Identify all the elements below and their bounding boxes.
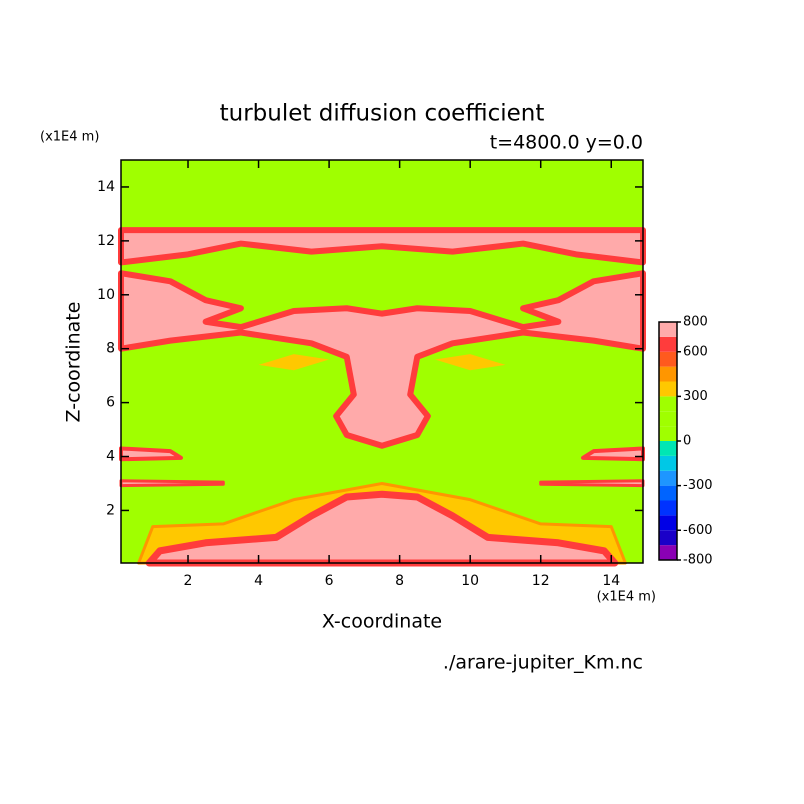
colorbar-box <box>659 366 677 382</box>
x-tick-label: 8 <box>395 573 404 589</box>
colorbar-box <box>659 470 677 486</box>
colorbar-box <box>659 485 677 501</box>
colorbar-box <box>659 515 677 531</box>
x-tick-label: 4 <box>254 573 263 589</box>
colorbar-tick-label: 800 <box>683 315 708 330</box>
contour-region <box>434 354 506 371</box>
colorbar-box <box>659 500 677 516</box>
x-tick-label: 12 <box>532 573 550 589</box>
colorbar-box <box>659 336 677 352</box>
colorbar-tick-label: -600 <box>683 523 713 538</box>
colorbar-box <box>659 545 677 560</box>
contour-region <box>258 354 330 371</box>
x-unit: (x1E4 m) <box>597 590 656 605</box>
source-label: ./arare-jupiter_Km.nc <box>443 652 643 674</box>
y-tick-label: 10 <box>97 287 115 303</box>
y-tick-label: 8 <box>106 341 115 357</box>
colorbar-tick-label: 0 <box>683 434 691 449</box>
x-tick-label: 14 <box>602 573 620 589</box>
contour-region <box>119 479 225 488</box>
y-unit: (x1E4 m) <box>40 130 99 145</box>
colorbar-tick-label: 600 <box>683 344 708 359</box>
chart-subtitle: t=4800.0 y=0.0 <box>490 132 643 154</box>
colorbar-box <box>659 441 677 456</box>
y-tick-label: 6 <box>106 395 115 411</box>
colorbar-box <box>659 411 677 427</box>
x-tick-label: 2 <box>184 573 193 589</box>
colorbar-box <box>659 530 677 546</box>
y-tick-label: 14 <box>97 179 115 195</box>
contour-region <box>145 490 619 567</box>
colorbar-box <box>659 381 677 397</box>
y-tick-label: 12 <box>97 233 115 249</box>
x-tick-label: 6 <box>325 573 334 589</box>
colorbar-tick-label: -800 <box>683 553 713 568</box>
y-tick-label: 4 <box>106 449 115 465</box>
x-tick-label: 10 <box>461 573 479 589</box>
colorbar-box <box>659 322 677 337</box>
colorbar-tick-label: 300 <box>683 389 708 404</box>
colorbar-box <box>659 351 677 367</box>
x-axis-label: X-coordinate <box>322 611 442 633</box>
colorbar-box <box>659 426 677 441</box>
y-tick-label: 2 <box>106 502 115 518</box>
colorbar-box <box>659 455 677 471</box>
plot-frame <box>120 159 644 564</box>
contour-region <box>119 446 183 462</box>
chart-title: turbulet diffusion coefficient <box>220 101 545 127</box>
contour-region <box>539 479 645 488</box>
colorbar-tick-label: -300 <box>683 478 713 493</box>
colorbar-box <box>659 396 677 412</box>
y-axis-label: Z-coordinate <box>63 302 85 423</box>
contour-region <box>581 446 645 462</box>
